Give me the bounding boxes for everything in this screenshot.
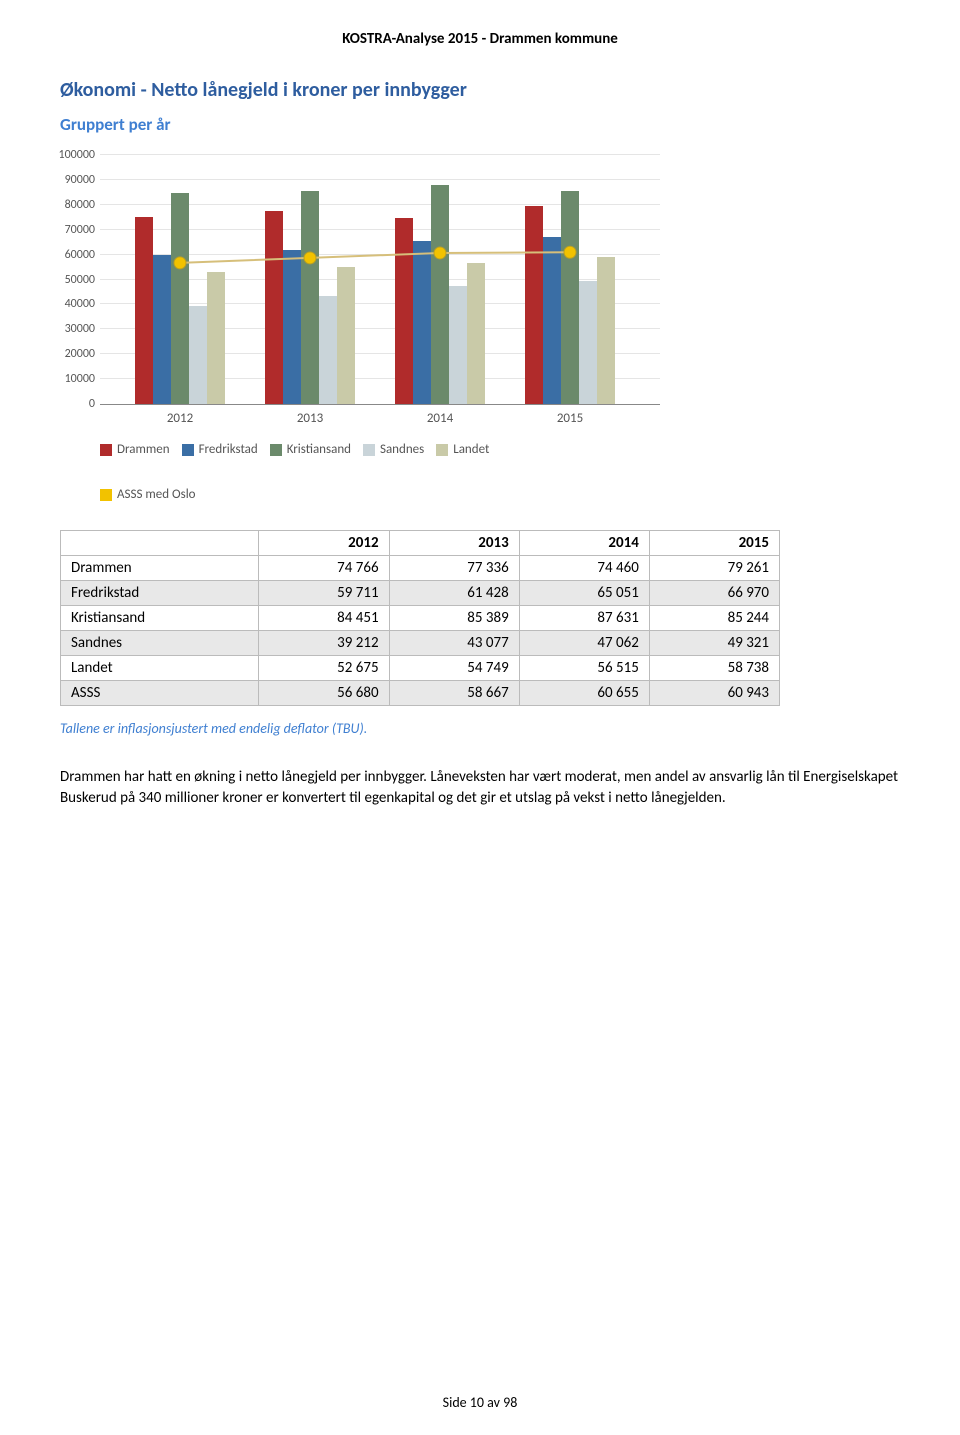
table-header-cell: 2013 xyxy=(389,530,519,555)
table-cell: 60 943 xyxy=(649,680,779,705)
table-cell: 56 515 xyxy=(519,655,649,680)
x-tick-label: 2013 xyxy=(250,411,370,426)
legend-item: Sandnes xyxy=(363,440,424,461)
page-footer: Side 10 av 98 xyxy=(0,1394,960,1411)
table-cell: ASSS xyxy=(61,680,259,705)
table-cell: 79 261 xyxy=(649,555,779,580)
legend-item: Kristiansand xyxy=(270,440,351,461)
table-header-cell: 2015 xyxy=(649,530,779,555)
table-cell: 85 389 xyxy=(389,605,519,630)
legend-label: Kristiansand xyxy=(287,440,351,461)
x-axis-labels: 2012 2013 2014 2015 xyxy=(100,411,660,426)
table-cell: 66 970 xyxy=(649,580,779,605)
y-tick-label: 100000 xyxy=(59,148,96,162)
table-cell: 58 738 xyxy=(649,655,779,680)
y-tick-label: 80000 xyxy=(65,198,95,212)
table-header-cell: 2014 xyxy=(519,530,649,555)
y-tick-label: 50000 xyxy=(65,273,95,287)
table-row: ASSS56 68058 66760 65560 943 xyxy=(61,680,780,705)
table-header-cell xyxy=(61,530,259,555)
y-tick-label: 40000 xyxy=(65,297,95,311)
table-row: Drammen74 76677 33674 46079 261 xyxy=(61,555,780,580)
legend-swatch xyxy=(182,444,194,456)
table-cell: 52 675 xyxy=(259,655,389,680)
table-header-cell: 2012 xyxy=(259,530,389,555)
table-cell: 74 766 xyxy=(259,555,389,580)
table-cell: 84 451 xyxy=(259,605,389,630)
data-table: 2012201320142015 Drammen74 76677 33674 4… xyxy=(60,530,780,706)
x-tick-label: 2014 xyxy=(380,411,500,426)
legend-label: Fredrikstad xyxy=(199,440,258,461)
table-row: Fredrikstad59 71161 42865 05166 970 xyxy=(61,580,780,605)
legend-swatch xyxy=(100,489,112,501)
table-cell: Fredrikstad xyxy=(61,580,259,605)
table-cell: 58 667 xyxy=(389,680,519,705)
table-cell: Sandnes xyxy=(61,630,259,655)
legend-item: Fredrikstad xyxy=(182,440,258,461)
table-cell: 43 077 xyxy=(389,630,519,655)
y-tick-label: 0 xyxy=(89,397,95,411)
table-cell: Drammen xyxy=(61,555,259,580)
table-cell: 77 336 xyxy=(389,555,519,580)
chart-legend: Drammen Fredrikstad Kristiansand Sandnes Lan… xyxy=(100,440,660,506)
body-paragraph: Drammen har hatt en økning i netto låneg… xyxy=(60,767,900,811)
chart-container: Kroner 010000200003000040000500006000070… xyxy=(100,155,660,506)
legend-label: Landet xyxy=(453,440,489,461)
y-tick-label: 30000 xyxy=(65,322,95,336)
y-tick-label: 90000 xyxy=(65,173,95,187)
table-cell: 59 711 xyxy=(259,580,389,605)
table-cell: 87 631 xyxy=(519,605,649,630)
table-cell: 54 749 xyxy=(389,655,519,680)
table-cell: 49 321 xyxy=(649,630,779,655)
table-cell: 61 428 xyxy=(389,580,519,605)
legend-item: Drammen xyxy=(100,440,170,461)
chart-plot-area: 0100002000030000400005000060000700008000… xyxy=(100,155,660,405)
inflation-note: Tallene er inflasjonsjustert med endelig… xyxy=(60,720,900,737)
page-title: Økonomi - Netto lånegjeld i kroner per i… xyxy=(60,78,900,102)
x-tick-label: 2012 xyxy=(120,411,240,426)
table-row: Kristiansand84 45185 38987 63185 244 xyxy=(61,605,780,630)
y-tick-label: 10000 xyxy=(65,372,95,386)
legend-swatch xyxy=(363,444,375,456)
legend-swatch xyxy=(436,444,448,456)
legend-label: Sandnes xyxy=(380,440,424,461)
x-tick-label: 2015 xyxy=(510,411,630,426)
table-row: Landet52 67554 74956 51558 738 xyxy=(61,655,780,680)
y-tick-label: 20000 xyxy=(65,347,95,361)
legend-swatch xyxy=(270,444,282,456)
table-cell: 60 655 xyxy=(519,680,649,705)
legend-label: ASSS med Oslo xyxy=(117,485,196,506)
y-tick-label: 60000 xyxy=(65,248,95,262)
table-cell: 85 244 xyxy=(649,605,779,630)
table-cell: Landet xyxy=(61,655,259,680)
table-cell: 39 212 xyxy=(259,630,389,655)
legend-item: ASSS med Oslo xyxy=(100,485,196,506)
y-tick-label: 70000 xyxy=(65,223,95,237)
table-cell: 74 460 xyxy=(519,555,649,580)
legend-label: Drammen xyxy=(117,440,170,461)
table-row: Sandnes39 21243 07747 06249 321 xyxy=(61,630,780,655)
legend-swatch xyxy=(100,444,112,456)
table-cell: 56 680 xyxy=(259,680,389,705)
table-cell: 47 062 xyxy=(519,630,649,655)
legend-item: Landet xyxy=(436,440,489,461)
table-cell: 65 051 xyxy=(519,580,649,605)
document-header: KOSTRA-Analyse 2015 - Drammen kommune xyxy=(60,30,900,48)
page-subtitle: Gruppert per år xyxy=(60,114,900,135)
table-cell: Kristiansand xyxy=(61,605,259,630)
